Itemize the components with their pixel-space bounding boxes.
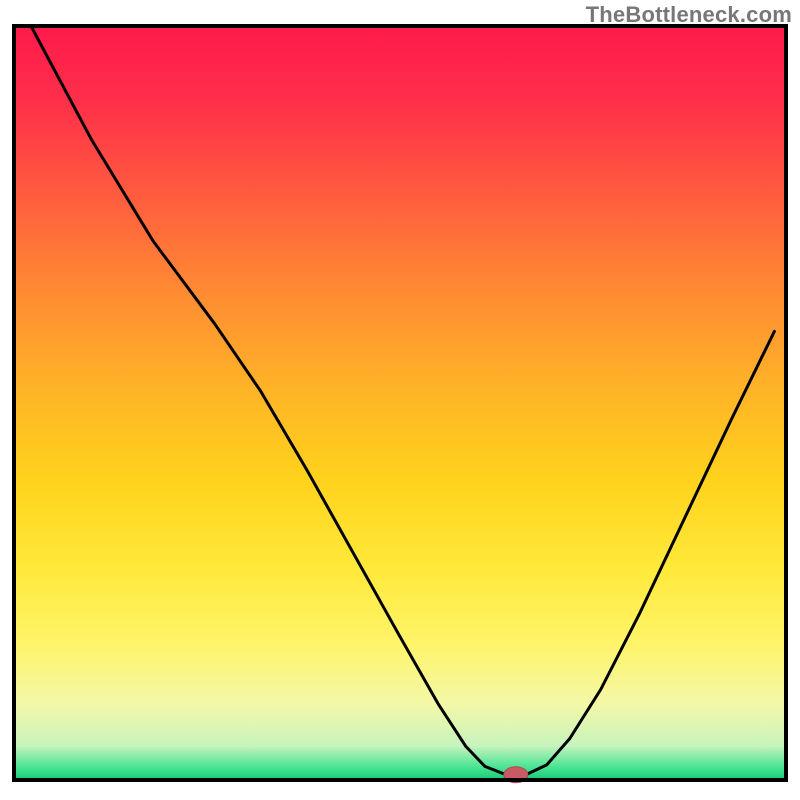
watermark-text: TheBottleneck.com — [586, 2, 792, 28]
gradient-background — [14, 26, 786, 780]
bottleneck-chart — [0, 0, 800, 800]
chart-stage: TheBottleneck.com — [0, 0, 800, 800]
